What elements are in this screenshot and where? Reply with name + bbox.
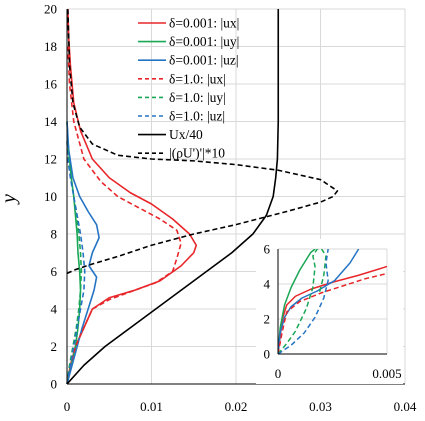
inset-y-tick-label: 2: [264, 312, 271, 327]
x-tick-label: 0: [64, 399, 71, 414]
inset-series-2: [278, 249, 360, 354]
y-tick-label: 8: [51, 227, 58, 242]
inset-x-tick-label: 0: [275, 366, 282, 381]
y-tick-label: 4: [51, 302, 58, 317]
y-tick-label: 10: [44, 189, 57, 204]
inset-chart: 0 2 4 6 0 0.005: [256, 239, 403, 384]
legend: δ=0.001: |ux| δ=0.001: |uy| δ=0.001: |uz| δ…: [138, 16, 239, 161]
y-tick-label: 14: [44, 114, 58, 129]
inset-y-tick-label: 4: [264, 277, 271, 292]
x-tick-label: 0.01: [140, 399, 163, 414]
inset-y-tick-label: 6: [264, 242, 271, 257]
y-tick-label: 20: [44, 2, 57, 17]
main-gridlines: [66, 8, 406, 385]
inset-series-1: [278, 249, 316, 354]
inset-series-lines: [278, 249, 387, 354]
legend-label: |(ρU')'|*10: [169, 146, 225, 161]
inset-background: [256, 239, 403, 384]
y-axis-label: y: [0, 194, 20, 205]
inset-series-4: [278, 249, 327, 354]
legend-label: δ=1.0: |ux|: [169, 71, 226, 86]
main-series-4: [66, 140, 83, 385]
inset-series-5: [278, 249, 329, 354]
inset-x-tick-label: 0.005: [372, 366, 401, 381]
inset-y-tick-label: 0: [264, 347, 271, 362]
legend-label: δ=0.001: |uz|: [169, 53, 239, 68]
y-tick-label: 16: [44, 77, 58, 92]
inset-series-3: [278, 272, 387, 354]
x-tick-label: 0.03: [309, 399, 332, 414]
y-tick-label: 12: [44, 152, 57, 167]
x-tick-label: 0.04: [394, 399, 417, 414]
legend-label: δ=0.001: |uy|: [169, 34, 239, 49]
legend-label: Ux/40: [169, 127, 203, 142]
main-series-5: [66, 140, 86, 385]
y-tick-label: 18: [44, 39, 57, 54]
main-series-lines: [66, 8, 339, 385]
y-tick-label: 2: [51, 339, 58, 354]
legend-label: δ=0.001: |ux|: [169, 16, 239, 31]
main-series-6: [66, 9, 280, 385]
x-tick-label: 0.02: [225, 399, 248, 414]
y-tick-label: 6: [51, 264, 58, 279]
legend-label: δ=1.0: |uy|: [169, 90, 226, 105]
legend-label: δ=1.0: |uz|: [169, 109, 225, 124]
y-tick-label: 0: [51, 377, 58, 392]
main-series-7: [66, 8, 339, 275]
